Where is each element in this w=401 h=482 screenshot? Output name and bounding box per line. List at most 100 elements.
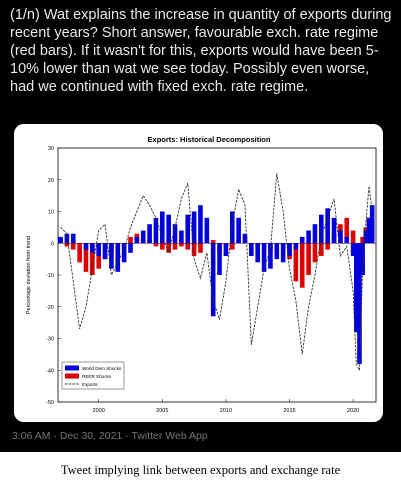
legend-swatch [65,373,79,379]
legend-label: World Dem Shocks [82,366,122,371]
x-tick-label: 2005 [156,408,168,414]
world-dem-shock-bar [160,211,165,244]
y-tick-label: -40 [46,368,54,374]
reer-shock-bar [179,243,184,247]
y-tick-label: -30 [46,337,54,343]
world-dem-shock-bar [172,224,178,244]
reer-shock-bar [191,243,197,256]
y-tick-labels: 30 20 10 0 -10 -20 -30 -40 -50 [46,146,61,406]
world-dem-shock-bar [223,243,229,256]
world-dem-shock-bar [166,214,171,244]
world-dem-shock-bar [357,243,362,364]
y-axis-label: Percentage deviation from trend [26,236,32,314]
world-dem-shock-bar [147,224,152,244]
world-dem-shock-bar [134,236,140,244]
y-tick-label: 10 [48,210,54,216]
world-dem-shock-bar [306,230,311,244]
world-dem-shock-bar [325,208,330,244]
legend-label: REER Shocks [82,374,112,379]
world-dem-shock-bar [369,205,375,244]
x-tick-label: 2020 [347,408,359,414]
world-dem-shock-bar [115,243,121,272]
plot-area [57,147,377,403]
chart-legend: World Dem Shocks REER Shocks Exports [61,361,125,390]
world-dem-shock-bar [274,243,280,260]
world-dem-shock-bar [90,243,95,253]
world-dem-shock-bar [96,243,102,256]
world-dem-shock-bar [268,243,273,269]
reer-shock-bar [83,243,89,272]
legend-label: Exports [82,382,98,387]
chart-title: Exports: Historical Decomposition [148,135,271,144]
world-dem-shock-bar [353,243,359,333]
world-dem-shock-bar [350,243,356,256]
world-dem-shock-bar [185,214,191,244]
reer-shock-bar [77,243,82,263]
exports-line [60,173,373,371]
world-dem-shock-bar [280,243,286,263]
world-dem-shock-bar [64,233,70,244]
exports-line-layer [60,173,373,371]
world-dem-shock-bar [102,243,108,260]
tweet-media-chart[interactable]: Exports: Historical Decomposition Percen… [14,124,383,422]
y-tick-label: -50 [46,400,54,406]
world-dem-shock-bar [363,230,369,244]
y-tick-label: -20 [46,305,54,311]
reer-shock-bar [306,243,311,275]
world-dem-shock-bar [140,230,146,244]
world-dem-shock-bar [319,214,324,244]
reer-shock-bar [325,243,330,250]
reer-shock-bar [64,243,70,247]
y-tick-label: 0 [51,241,54,247]
x-tick-labels: 2000 2005 2010 2015 2020 [93,399,359,414]
world-dem-shock-bar [217,243,222,275]
world-dem-shock-bar [153,217,159,244]
reer-shock-bar [293,243,299,282]
reer-shock-bar [299,243,305,288]
tweet-text: (1/n) Wat explains the increase in quant… [10,7,392,95]
reer-shock-bar [128,236,133,244]
world-dem-shock-bar [344,236,350,244]
world-dem-shock-bar [255,243,261,263]
world-dem-shock-bar [179,230,184,244]
x-tick-label: 2015 [283,408,295,414]
world-dem-shock-bar [366,217,372,244]
world-dem-shock-bar [242,233,248,244]
reer-shock-bar [90,243,95,275]
world-dem-shock-bar [249,243,254,256]
tweet-card: (1/n) Wat explains the increase in quant… [0,0,401,452]
reer-shock-bar [160,243,165,250]
world-dem-shock-bar [83,243,89,250]
world-dem-shock-bar [58,236,63,244]
reer-shock-bar [229,243,235,250]
reer-shock-bar [172,243,178,250]
world-dem-shock-bar [70,233,76,244]
world-dem-shock-bar [287,243,292,256]
world-dem-shocks-bars [58,205,375,364]
world-dem-shock-bar [128,243,133,253]
world-dem-shock-bar [261,243,267,272]
tweet-timestamp: 3:06 AM · Dec 30, 2021 · Twitter Web App [12,430,208,442]
world-dem-shock-bar [109,243,114,269]
reer-shock-bar [70,243,76,250]
historical-decomposition-chart: Exports: Historical Decomposition Percen… [14,124,383,422]
y-tick-label: 20 [48,178,54,184]
world-dem-shock-bar [210,243,216,317]
x-tick-label: 2010 [220,408,232,414]
world-dem-shock-bar [191,211,197,244]
world-dem-shock-bar [360,243,365,275]
world-dem-shock-bar [338,230,343,244]
reer-shock-bar [360,236,365,244]
y-tick-label: -10 [46,273,54,279]
y-tick-label: 30 [48,146,54,152]
reer-shock-bar [350,230,356,244]
world-dem-shock-bar [121,243,127,263]
world-dem-shock-bar [204,217,210,244]
world-dem-shock-bar [236,217,241,244]
reer-shock-bar [185,243,191,250]
reer-shock-bar [198,243,203,253]
world-dem-shock-bar [331,217,337,244]
reer-shock-bar [312,243,318,263]
reer-shock-bar [344,217,350,244]
legend-swatch [65,365,79,371]
